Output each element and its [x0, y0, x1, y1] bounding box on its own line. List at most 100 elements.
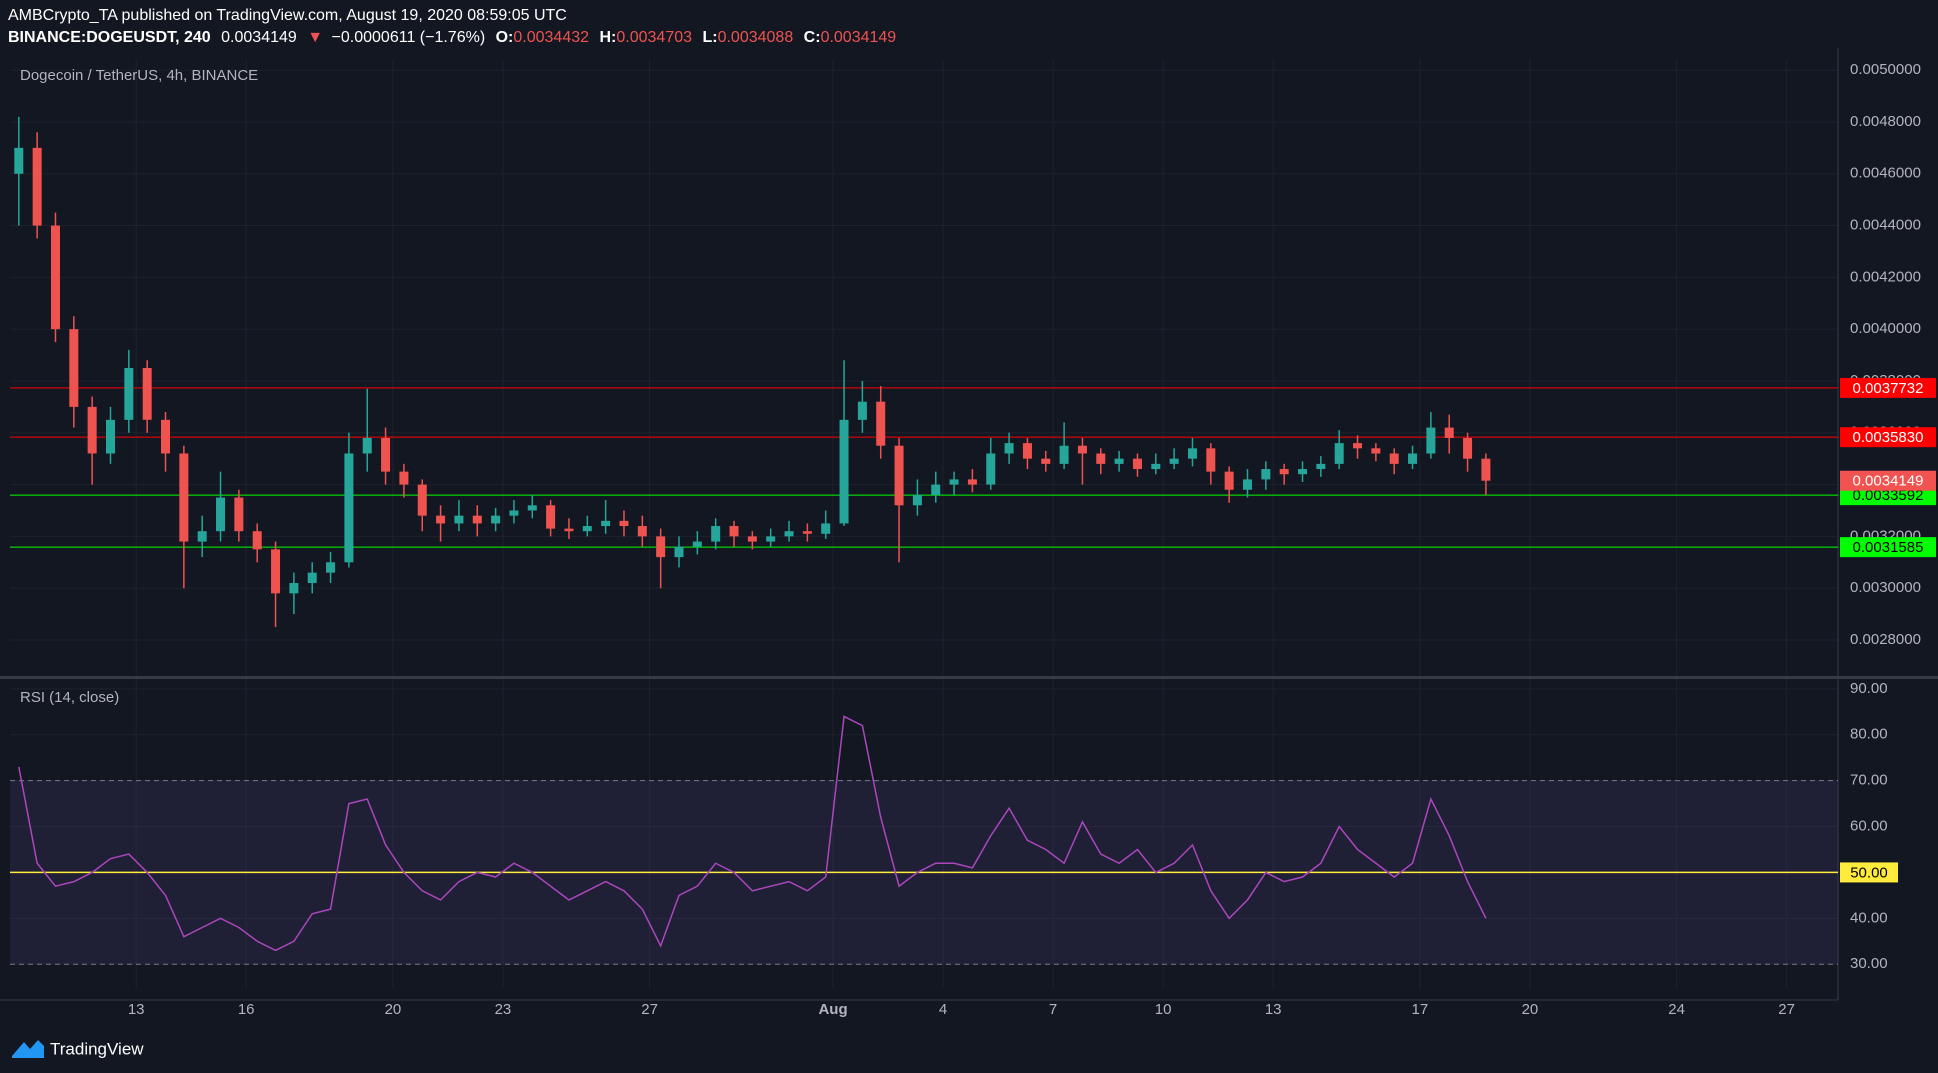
y-tick-label: 0.0050000	[1850, 61, 1921, 78]
x-tick-label: 27	[641, 1001, 658, 1018]
ohlc-label: O:	[496, 29, 514, 46]
candle-body	[399, 471, 409, 485]
candle-body	[601, 520, 611, 527]
price-tag	[1840, 470, 1936, 491]
candle-body	[307, 572, 317, 584]
candle-body	[1022, 443, 1032, 459]
candle-body	[582, 526, 592, 532]
candle-body	[179, 453, 189, 542]
price-tag	[1840, 537, 1936, 558]
candle-body	[674, 546, 684, 558]
candle-body	[105, 419, 115, 454]
candle-body	[527, 505, 537, 511]
candle-body	[912, 494, 922, 506]
publisher: AMBCrypto_TA published on TradingView.co…	[8, 7, 567, 24]
y-tick-label: 0.0030000	[1850, 579, 1921, 596]
price-tag-label: 0.0031585	[1853, 539, 1924, 556]
candle-body	[1371, 448, 1381, 454]
candle-body	[876, 401, 886, 446]
candle-body	[1463, 437, 1473, 459]
y-tick-label: 0.0044000	[1850, 217, 1921, 234]
candle-body	[344, 453, 354, 563]
symbol: BINANCE:DOGEUSDT, 240	[8, 29, 211, 46]
candle-body	[967, 479, 977, 485]
candle-body	[509, 510, 519, 516]
candle-body	[692, 541, 702, 547]
candle-body	[142, 368, 152, 420]
candle-body	[417, 484, 427, 516]
candle-body	[472, 515, 482, 524]
plot-area: 13 16 20 23 27 Aug 4 7 10 13 17 20 24 27 0.0028000 0.00…	[0, 48, 1938, 1018]
candle-body	[784, 531, 794, 537]
ohlc-label: L:	[702, 29, 717, 46]
x-tick-label: 7	[1049, 1001, 1057, 1018]
candle-body	[1004, 443, 1014, 454]
candle-body	[69, 329, 79, 407]
candle-body	[1187, 448, 1197, 459]
candle-body	[1041, 458, 1051, 464]
ohlc-value: 0.0034432	[513, 29, 589, 46]
candle-body	[564, 528, 574, 532]
logo-icon	[12, 1040, 44, 1058]
candle-body	[1132, 458, 1142, 470]
candle-body	[1353, 443, 1363, 449]
candle-body	[32, 147, 42, 226]
y-tick-label: 0.0042000	[1850, 268, 1921, 285]
candle-body	[50, 225, 60, 330]
x-tick-label: 23	[495, 1001, 512, 1018]
candle-body	[271, 549, 281, 594]
candle-body	[1114, 458, 1124, 464]
x-tick-label: 13	[128, 1001, 145, 1018]
candle-body	[1444, 427, 1454, 438]
candle-body	[766, 536, 776, 542]
price-tag-label: 0.0033592	[1853, 487, 1924, 504]
y-tick-label: 0.0046000	[1850, 165, 1921, 182]
y-tick-label: 80.00	[1850, 726, 1888, 743]
price-tag	[1840, 427, 1936, 448]
logo: TradingView	[12, 1039, 144, 1058]
y-tick-label: 30.00	[1850, 955, 1888, 972]
candle-body	[711, 526, 721, 542]
candle-body	[326, 562, 336, 573]
x-tick-label: Aug	[818, 1001, 847, 1018]
x-tick-label: 4	[939, 1001, 947, 1018]
candle-body	[1481, 458, 1491, 481]
x-tick-label: 20	[1522, 1001, 1539, 1018]
y-tick-label: 0.0048000	[1850, 113, 1921, 130]
ohlc-label: H:	[599, 29, 616, 46]
candle-body	[362, 437, 372, 454]
candle-body	[252, 531, 262, 550]
candle-body	[1261, 469, 1271, 480]
midline-tag-label: 50.00	[1850, 864, 1888, 881]
candle-body	[197, 531, 207, 542]
brand: TradingView	[50, 1039, 144, 1058]
candle-body	[1316, 463, 1326, 470]
y-tick-label: 70.00	[1850, 772, 1888, 789]
ohlc-value: 0.0034088	[718, 29, 794, 46]
candle-body	[546, 505, 556, 529]
rsi-line	[18, 715, 1487, 952]
candle-body	[729, 526, 739, 537]
x-tick-label: 17	[1412, 1001, 1429, 1018]
candle-body	[436, 515, 446, 524]
candle-body	[234, 497, 244, 532]
y-tick-label: 0.0040000	[1850, 320, 1921, 337]
candle-body	[949, 479, 959, 485]
price-tag	[1840, 377, 1936, 398]
candle-body	[454, 515, 464, 524]
ohlc-label: C:	[804, 29, 821, 46]
candle-body	[161, 419, 171, 454]
candle-body	[1169, 458, 1179, 464]
candle-body	[1224, 471, 1234, 490]
candle-body	[216, 497, 226, 532]
x-tick-label: 27	[1778, 1001, 1795, 1018]
candle-body	[1389, 453, 1399, 464]
candle-body	[381, 437, 391, 472]
candle-body	[1408, 453, 1418, 464]
candle-body	[894, 445, 904, 506]
midline-tag	[1840, 862, 1898, 883]
ohlc-value: 0.0034703	[616, 29, 692, 46]
candle-body	[619, 520, 629, 527]
